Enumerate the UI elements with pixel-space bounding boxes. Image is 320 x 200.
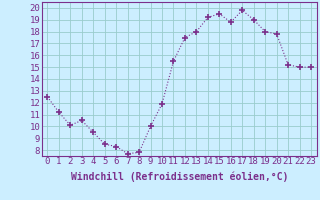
X-axis label: Windchill (Refroidissement éolien,°C): Windchill (Refroidissement éolien,°C) xyxy=(70,172,288,182)
